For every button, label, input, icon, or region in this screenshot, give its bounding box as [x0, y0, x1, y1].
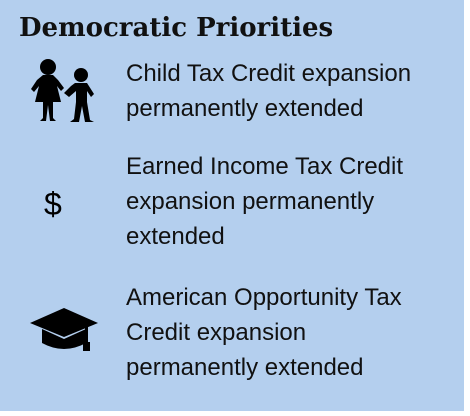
item-3-line-2: Credit expansion: [126, 319, 307, 346]
panel-title: Democratic Priorities: [19, 13, 334, 43]
item-1-line-2: permanently extended: [126, 95, 364, 122]
children-icon: [31, 59, 94, 122]
graduation-cap-icon: [30, 308, 98, 351]
item-3-line-1: American Opportunity Tax: [126, 284, 402, 311]
item-3-line-3: permanently extended: [126, 354, 364, 381]
item-1-line-1: Child Tax Credit expansion: [126, 60, 412, 87]
item-2-line-1: Earned Income Tax Credit: [126, 153, 404, 180]
item-2-line-3: extended: [126, 223, 225, 250]
dollar-sign-icon: $: [44, 186, 62, 222]
item-2-line-2: expansion permanently: [126, 188, 375, 215]
